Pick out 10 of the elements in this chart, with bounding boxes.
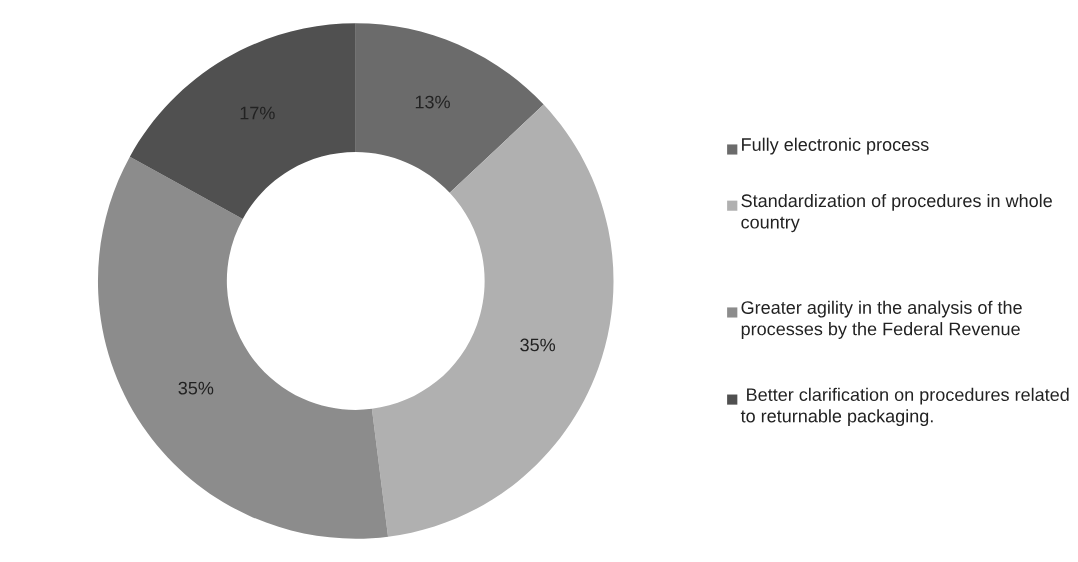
legend-label: Greater agility in the analysis of the processes by the Federal Revenue [741,300,1022,339]
legend-label: Better clarification on procedures related to returnable packaging. [740,387,1069,427]
legend-label: Standardization of procedures in whole country [741,193,1052,233]
legend-label: Fully electronic process [742,137,929,155]
data-label: 13% [415,95,450,109]
donut-slice [97,156,389,539]
donut-slice [355,23,544,193]
data-label: 35% [178,381,214,395]
data-label: 35% [520,338,556,352]
donut-slice [129,23,356,219]
